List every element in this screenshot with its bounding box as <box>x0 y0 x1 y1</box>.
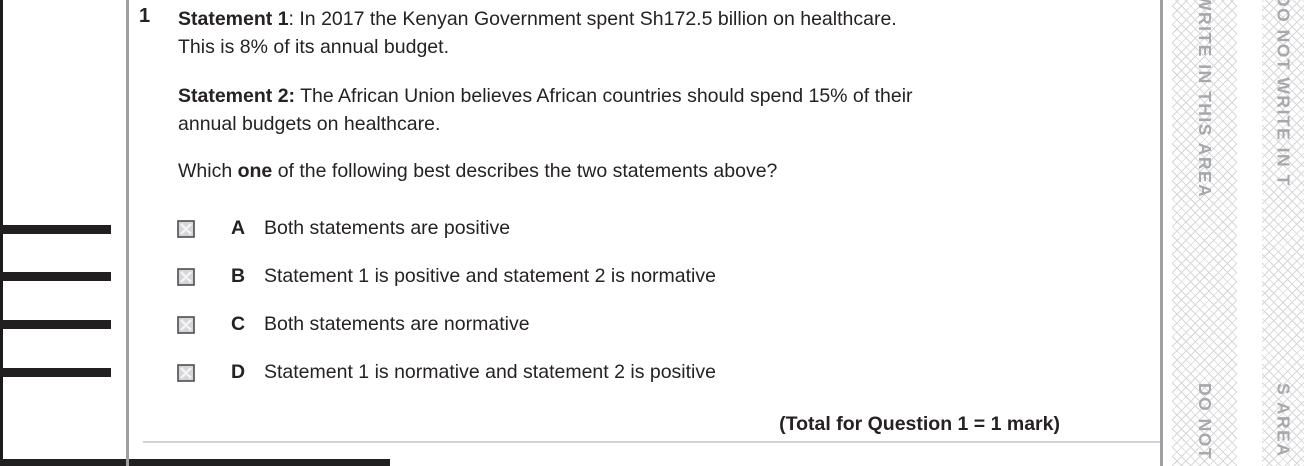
margin-warning-text: WRITE IN THIS AREA <box>1195 0 1215 199</box>
do-not-write-margin-strip-inner: WRITE IN THIS AREA DO NOT <box>1172 0 1237 466</box>
page-bottom-edge-mark <box>0 459 390 466</box>
option-text: Both statements are positive <box>264 217 511 239</box>
margin-warning-text: S AREA <box>1273 383 1294 458</box>
statement-1-line1: In 2017 the Kenyan Government spent Sh17… <box>299 8 897 30</box>
option-c-answer-box[interactable] <box>177 316 195 334</box>
crossed-box-icon <box>177 316 195 334</box>
registration-bar <box>0 368 111 377</box>
statement-2-label: Statement 2: <box>178 85 296 107</box>
option-text: Statement 1 is normative and statement 2… <box>264 361 716 383</box>
content-right-border <box>1160 0 1163 466</box>
question-prompt: Which one of the following best describe… <box>178 160 778 182</box>
option-a-answer-box[interactable] <box>177 220 195 238</box>
statement-2-paragraph: Statement 2: The African Union believes … <box>178 82 913 138</box>
statement-1-paragraph: Statement 1: In 2017 the Kenyan Governme… <box>178 8 897 58</box>
margin-warning-text: DO NOT <box>1195 383 1215 461</box>
content-left-border <box>126 0 129 466</box>
registration-bar <box>0 320 111 329</box>
statement-1-line2: This is 8% of its annual budget. <box>178 36 449 58</box>
statement-2-line1: The African Union believes African count… <box>300 85 913 107</box>
question-separator-rule <box>143 441 1160 443</box>
prompt-bold-word: one <box>237 160 273 182</box>
statement-2-line2: annual budgets on healthcare. <box>178 113 441 135</box>
option-letter: A <box>231 217 246 239</box>
crossed-box-icon <box>177 220 195 238</box>
do-not-write-margin-strip-outer: DO NOT WRITE IN T S AREA <box>1262 0 1304 466</box>
question-total-marks: (Total for Question 1 = 1 mark) <box>779 413 1060 435</box>
option-letter: B <box>231 265 246 287</box>
option-letter: D <box>231 361 246 383</box>
registration-bar <box>0 272 111 281</box>
crossed-box-icon <box>177 268 195 286</box>
option-text: Statement 1 is positive and statement 2 … <box>264 265 716 287</box>
margin-warning-text: DO NOT WRITE IN T <box>1273 0 1294 187</box>
crossed-box-icon <box>177 364 195 382</box>
option-b-answer-box[interactable] <box>177 268 195 286</box>
option-letter: C <box>231 313 246 335</box>
statement-1-label: Statement 1 <box>178 8 289 30</box>
question-number: 1 <box>139 5 151 27</box>
option-d-answer-box[interactable] <box>177 364 195 382</box>
option-text: Both statements are normative <box>264 313 530 335</box>
registration-bar <box>0 225 111 234</box>
